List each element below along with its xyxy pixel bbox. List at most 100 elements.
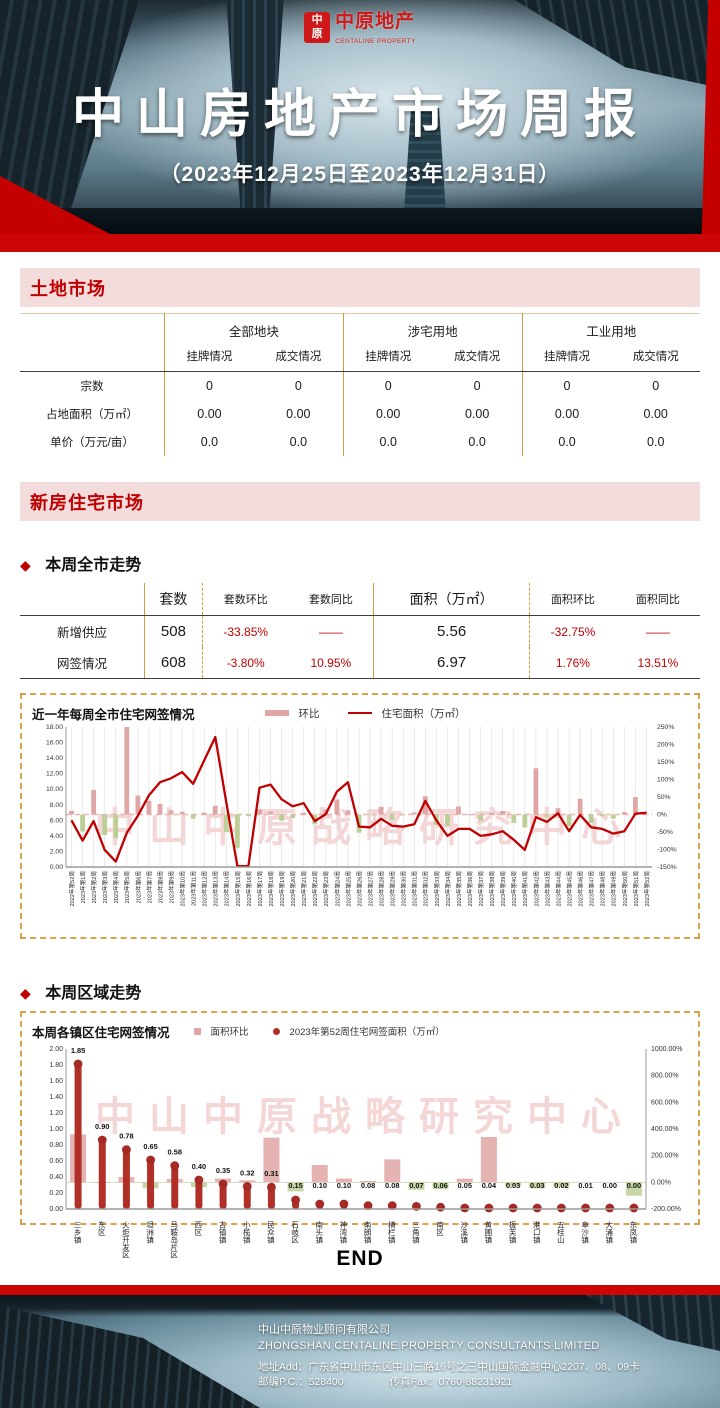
svg-text:2023年第38周: 2023年第38周 — [488, 871, 496, 906]
diamond-bullet-icon: ◆ — [20, 985, 31, 1001]
region-tick-label: 横栏镇 — [387, 1221, 397, 1244]
region-tick-label: 西区 — [193, 1221, 203, 1236]
svg-text:2023年第42周: 2023年第42周 — [532, 871, 540, 906]
svg-text:0.05: 0.05 — [458, 1181, 472, 1190]
svg-text:1.60: 1.60 — [49, 1078, 63, 1085]
svg-text:1.00: 1.00 — [49, 1126, 63, 1133]
svg-text:0.10: 0.10 — [313, 1181, 327, 1190]
svg-text:2023年第12周: 2023年第12周 — [201, 871, 209, 906]
section-new-housing: 新房住宅市场 — [20, 482, 700, 521]
svg-text:2023年第14周: 2023年第14周 — [223, 871, 231, 906]
svg-text:2023年第16周: 2023年第16周 — [245, 871, 253, 906]
svg-text:2023年第39周: 2023年第39周 — [499, 871, 507, 906]
svg-text:0.78: 0.78 — [119, 1132, 133, 1141]
svg-text:0.40: 0.40 — [49, 1174, 63, 1181]
region-tick-label: 五桂山 — [556, 1221, 566, 1244]
column-group: 涉宅用地 — [342, 313, 523, 344]
cell-value: 608 — [144, 647, 203, 679]
svg-text:2023年第36周: 2023年第36周 — [466, 871, 474, 906]
chart-header: 本周各镇区住宅网签情况 面积环比 2023年第52周住宅网签面积（万㎡） — [32, 1021, 688, 1041]
cell-value: -32.75% — [529, 615, 616, 647]
legend-label: 环比 — [298, 707, 320, 720]
table-row: 套数 套数环比 套数同比 面积（万㎡） 面积环比 面积同比 — [20, 583, 700, 616]
svg-text:0.31: 0.31 — [264, 1169, 278, 1178]
svg-text:2023年第45周: 2023年第45周 — [565, 871, 573, 906]
cell-value: -33.85% — [201, 615, 289, 647]
weekly-citywide-heading: ◆ 本周全市走势 — [20, 557, 142, 574]
svg-text:0.80: 0.80 — [49, 1142, 63, 1149]
svg-text:0.01: 0.01 — [578, 1181, 592, 1190]
svg-text:12.00: 12.00 — [46, 771, 63, 778]
cell-value: -3.80% — [201, 647, 289, 679]
svg-text:0.10: 0.10 — [337, 1181, 351, 1190]
chart-title: 近一年每周全市住宅网签情况 — [32, 707, 195, 722]
region-signings-chart: 本周各镇区住宅网签情况 面积环比 2023年第52周住宅网签面积（万㎡） 中山中… — [20, 1011, 700, 1259]
region-axis-labels: 三乡镇 东区 火炬开发区 坦洲镇 马鞍岛片区 西区 古镇镇 小榄镇 民众镇 石岐区 南头镇 神湾镇 南朗… — [32, 1219, 698, 1281]
region-tick-label: 民众镇 — [266, 1221, 276, 1244]
brand-name: 中原地产 — [335, 11, 416, 32]
weekly-signings-chart: 近一年每周全市住宅网签情况 环比 住宅面积（万㎡） 中山中原战略研究中心 18.… — [20, 693, 700, 939]
cell-value: 0.00 — [342, 400, 433, 428]
svg-text:2023年第50周: 2023年第50周 — [621, 871, 629, 906]
region-tick-label: 沙溪镇 — [459, 1221, 469, 1244]
svg-text:0.90: 0.90 — [95, 1122, 109, 1131]
region-chart-canvas: 1.85 0.90 0.78 0.65 0.58 0.40 0.35 0.32 0.31 0.15… — [49, 1046, 682, 1213]
column-header: 套数 — [144, 583, 203, 616]
svg-text:2023年第33周: 2023年第33周 — [433, 871, 441, 906]
hero-header: 中 原 中原地产 CENTALINE PROPERTY 中山房地产市场周报 （2… — [0, 0, 720, 234]
svg-text:0.07: 0.07 — [409, 1181, 423, 1190]
svg-text:1.20: 1.20 — [49, 1110, 63, 1117]
svg-text:2023年第21周: 2023年第21周 — [300, 871, 308, 906]
table-row: 单价（万元/亩） 0.0 0.0 0.0 0.0 0.0 0.0 — [20, 428, 700, 456]
cell-value: 13.51% — [615, 647, 700, 679]
dot-legend-swatch-icon — [272, 1027, 280, 1035]
cell-value: —— — [318, 624, 343, 639]
svg-text:100%: 100% — [657, 777, 674, 784]
bar-legend-swatch-icon — [193, 1027, 201, 1035]
chart-header: 近一年每周全市住宅网签情况 环比 住宅面积（万㎡） — [32, 703, 688, 723]
svg-text:200.00%: 200.00% — [651, 1153, 679, 1160]
cell-value: 1.76% — [529, 647, 616, 679]
column-group: 全部地块 — [164, 313, 344, 344]
cell-value: 0.00 — [286, 407, 311, 421]
svg-text:2023年第28周: 2023年第28周 — [378, 871, 386, 906]
table-row: 占地面积（万㎡） 0.00 0.00 0.00 0.00 0.00 0.00 — [20, 400, 700, 428]
cell-value: 0.0 — [342, 428, 433, 456]
svg-text:2023年第19周: 2023年第19周 — [278, 871, 286, 906]
region-tick-label: 东区 — [97, 1221, 107, 1236]
svg-text:2023年第6周: 2023年第6周 — [134, 871, 142, 903]
svg-text:2023年第8周: 2023年第8周 — [156, 871, 164, 903]
row-label: 网签情况 — [20, 647, 145, 679]
svg-text:0.00: 0.00 — [50, 864, 63, 871]
svg-text:2023年第44周: 2023年第44周 — [554, 871, 562, 906]
table-row: 网签情况 608 -3.80% 10.95% 6.97 1.76% 13.51% — [20, 647, 700, 679]
svg-text:2023年第24周: 2023年第24周 — [333, 871, 341, 906]
svg-text:10.00: 10.00 — [46, 786, 63, 793]
svg-text:2023年第49周: 2023年第49周 — [610, 871, 618, 906]
svg-text:2.00: 2.00 — [50, 848, 63, 855]
company-address: 地址Add：广东省中山市东区中山三路16号之三中山国际金融中心2207、08、0… — [258, 1361, 640, 1373]
cell-value: 0.00 — [643, 407, 668, 421]
svg-text:0.03: 0.03 — [506, 1181, 520, 1190]
legend-label: 住宅面积（万㎡） — [381, 707, 466, 720]
table-row: 新增供应 508 -33.85% —— 5.56 -32.75% —— — [20, 615, 700, 647]
svg-text:0.65: 0.65 — [143, 1142, 157, 1151]
region-trend-heading: ◆ 本周区域走势 — [20, 985, 142, 1002]
company-name-cn: 中山中原物业顾问有限公司 — [258, 1324, 390, 1336]
svg-text:2023年第26周: 2023年第26周 — [355, 871, 363, 906]
citywide-trend-table: 套数 套数环比 套数同比 面积（万㎡） 面积环比 面积同比 新增供应 508 -… — [20, 583, 700, 679]
svg-text:-200.00%: -200.00% — [651, 1206, 681, 1213]
cell-value: 0 — [652, 379, 660, 393]
cell-value: 0.0 — [163, 428, 254, 456]
cell-value: 0 — [473, 379, 481, 393]
brand-logo: 中 原 中原地产 CENTALINE PROPERTY — [0, 12, 720, 51]
column-header: 套数环比 — [201, 583, 289, 616]
table-row: 宗数 0 0 0 0 0 0 — [20, 371, 700, 400]
svg-text:0.58: 0.58 — [168, 1148, 182, 1157]
svg-text:16.00: 16.00 — [46, 740, 63, 747]
region-tick-label: 南朗镇 — [363, 1221, 373, 1244]
region-tick-label: 马鞍岛片区 — [169, 1221, 179, 1259]
cell-value: 6.97 — [373, 647, 530, 679]
svg-text:800.00%: 800.00% — [651, 1073, 679, 1080]
chart-title: 本周各镇区住宅网签情况 — [32, 1025, 170, 1040]
